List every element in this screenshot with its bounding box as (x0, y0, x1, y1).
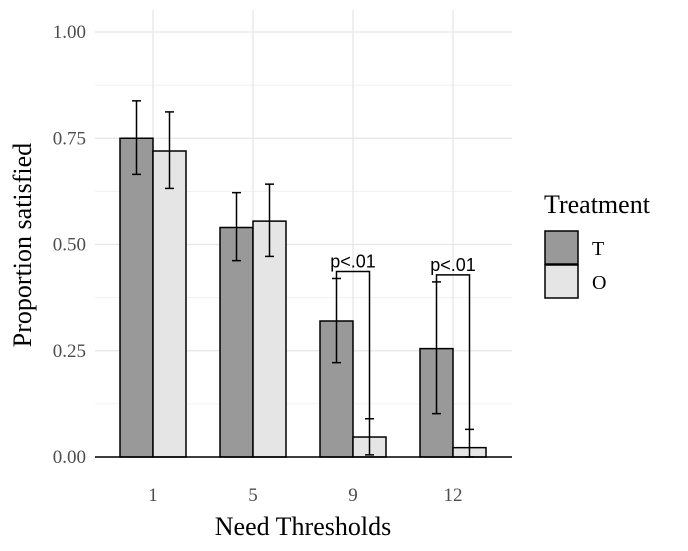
x-tick-label: 9 (348, 485, 358, 506)
x-axis-title: Need Thresholds (215, 512, 391, 541)
axes: 0.00 0.25 0.50 0.75 1.00 1 5 9 12 (53, 22, 512, 506)
legend-item-O: O (544, 264, 606, 299)
error-bars (132, 100, 474, 458)
legend: Treatment TO (544, 190, 651, 299)
legend-item-T: T (544, 230, 604, 265)
significance-annotations: p<.01 p<.01 (330, 252, 476, 430)
y-tick-label: 0.75 (53, 128, 86, 149)
bar-T-5 (219, 226, 254, 458)
y-tick-label: 0.25 (53, 341, 86, 362)
legend-label: T (592, 238, 604, 260)
x-tick-label: 12 (444, 485, 463, 506)
legend-swatch (544, 230, 579, 265)
legend-label: O (592, 272, 606, 294)
significance-label: p<.01 (330, 252, 376, 272)
y-axis-title: Proportion satisfied (8, 143, 37, 347)
significance-bracket-9: p<.01 (330, 252, 376, 419)
bar-O-1 (152, 150, 187, 458)
significance-label: p<.01 (430, 255, 476, 275)
y-tick-label: 1.00 (53, 22, 86, 43)
x-tick-label: 1 (148, 485, 158, 506)
x-tick-label: 5 (248, 485, 258, 506)
y-tick-label: 0.00 (53, 447, 86, 468)
legend-title: Treatment (544, 190, 651, 219)
error-bar-T-5 (232, 191, 241, 262)
error-bar-T-1 (132, 100, 141, 176)
y-tick-label: 0.50 (53, 235, 86, 256)
bar-T-1 (119, 137, 154, 458)
error-bar-O-1 (165, 111, 174, 190)
significance-bracket-12: p<.01 (430, 255, 476, 430)
error-bar-O-5 (265, 183, 274, 258)
legend-swatch (544, 264, 579, 299)
